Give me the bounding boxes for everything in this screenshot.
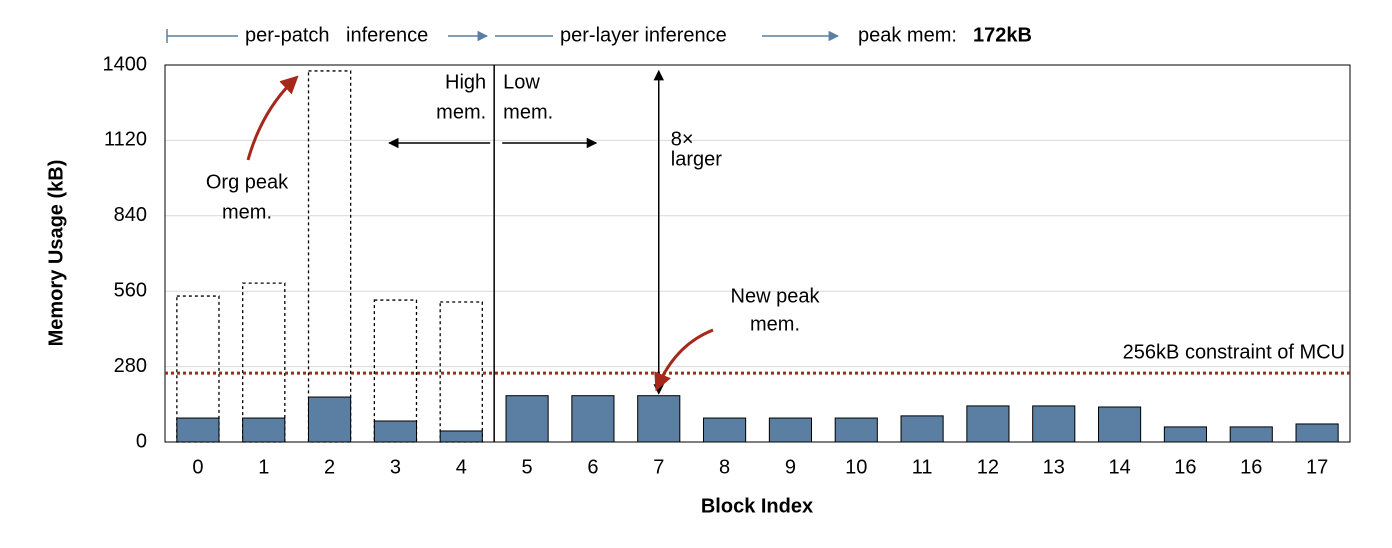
x-tick-label: 7 <box>653 456 664 478</box>
y-tick-label: 560 <box>114 279 147 301</box>
annotation: New peak <box>731 285 821 307</box>
x-tick-label: 16 <box>1240 456 1262 478</box>
bar <box>1098 406 1142 443</box>
y-tick-label: 840 <box>114 204 147 226</box>
header-text: inference <box>346 24 428 46</box>
bar <box>966 405 1010 443</box>
original-bar <box>307 70 352 443</box>
bar <box>242 417 286 443</box>
annotation: High <box>445 71 486 93</box>
bar <box>373 420 417 443</box>
x-tick-label: 14 <box>1108 456 1130 478</box>
x-tick-label: 9 <box>785 456 796 478</box>
x-tick-label: 13 <box>1043 456 1065 478</box>
annotation: larger <box>671 148 722 170</box>
header-text: per-patch <box>245 24 330 46</box>
x-tick-label: 17 <box>1306 456 1328 478</box>
bar <box>703 417 747 443</box>
curved-arrow <box>246 75 299 161</box>
x-tick-label: 16 <box>1174 456 1196 478</box>
annotation: Org peak <box>206 171 289 193</box>
annotation: Low <box>503 71 540 93</box>
x-tick-label: 6 <box>587 456 598 478</box>
bar <box>1295 423 1339 443</box>
plot-frame <box>164 64 1351 443</box>
bar <box>1032 405 1076 443</box>
x-tick-label: 2 <box>324 456 335 478</box>
annotation: 8× <box>671 128 694 150</box>
bar <box>439 430 483 443</box>
x-tick-label: 1 <box>258 456 269 478</box>
x-axis-label: Block Index <box>701 495 813 517</box>
bar <box>900 415 944 443</box>
x-tick-label: 3 <box>390 456 401 478</box>
original-bar <box>176 295 220 443</box>
y-axis-label: Memory Usage (kB) <box>45 160 67 347</box>
y-tick-label: 280 <box>114 355 147 377</box>
bar <box>834 417 878 443</box>
bar <box>505 395 549 443</box>
constraint-label: 256kB constraint of MCU <box>1123 341 1345 363</box>
annotation: mem. <box>222 201 272 223</box>
x-tick-label: 5 <box>522 456 533 478</box>
bar <box>768 417 812 443</box>
annotation: mem. <box>750 313 800 335</box>
header-text: peak mem: <box>858 24 957 46</box>
bar <box>1229 426 1273 443</box>
y-tick-label: 1120 <box>104 129 147 151</box>
bar <box>308 396 352 443</box>
y-tick-label: 1400 <box>103 53 148 75</box>
annotation: mem. <box>436 101 486 123</box>
header-text: per-layer inference <box>560 24 727 46</box>
annotation: mem. <box>503 101 553 123</box>
bar <box>1163 426 1207 443</box>
original-bar <box>439 301 483 443</box>
x-tick-label: 8 <box>719 456 730 478</box>
bar <box>176 417 220 443</box>
x-tick-label: 10 <box>845 456 867 478</box>
x-tick-label: 4 <box>456 456 467 478</box>
header-text: 172kB <box>973 24 1032 46</box>
x-tick-label: 12 <box>977 456 999 478</box>
bar <box>571 395 615 443</box>
curved-arrow <box>654 328 714 392</box>
x-tick-label: 0 <box>192 456 203 478</box>
x-tick-label: 11 <box>912 456 933 478</box>
bar <box>637 395 681 443</box>
y-tick-label: 0 <box>136 430 147 452</box>
header: per-patch inference per-layer inference … <box>166 24 1032 46</box>
